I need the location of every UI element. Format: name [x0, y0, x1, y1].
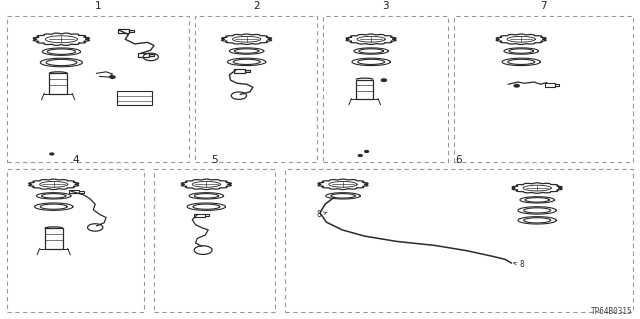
Text: 6: 6 [456, 155, 462, 165]
Circle shape [110, 76, 115, 78]
Bar [79, 191, 83, 193]
Text: 5: 5 [211, 155, 218, 165]
Circle shape [514, 85, 519, 87]
Bar [138, 53, 150, 56]
Bar [7, 16, 189, 162]
Text: 4: 4 [72, 155, 79, 165]
Bar [194, 214, 205, 217]
Bar [356, 79, 373, 99]
Bar [45, 228, 63, 249]
Bar [150, 54, 154, 56]
Bar [129, 30, 134, 32]
Text: 7: 7 [540, 1, 547, 11]
Bar [555, 84, 559, 86]
Bar [454, 16, 633, 162]
Bar [545, 84, 555, 87]
Circle shape [358, 155, 362, 156]
Circle shape [381, 79, 387, 81]
Text: 8: 8 [317, 210, 327, 219]
Bar [7, 169, 145, 312]
Circle shape [365, 151, 369, 152]
Text: 1: 1 [95, 1, 101, 11]
Bar [323, 16, 448, 162]
Bar [154, 169, 275, 312]
Text: 3: 3 [382, 1, 388, 11]
Bar [234, 69, 245, 73]
Circle shape [50, 153, 54, 155]
Bar [245, 70, 250, 72]
Bar [195, 16, 317, 162]
Bar [49, 73, 67, 93]
Text: TP64B0315: TP64B0315 [591, 307, 633, 316]
Text: 8: 8 [513, 260, 524, 269]
Bar [118, 29, 129, 33]
Bar [285, 169, 633, 312]
Text: 2: 2 [253, 1, 259, 11]
Bar [69, 190, 79, 193]
Bar [117, 91, 152, 105]
Bar [205, 214, 209, 216]
